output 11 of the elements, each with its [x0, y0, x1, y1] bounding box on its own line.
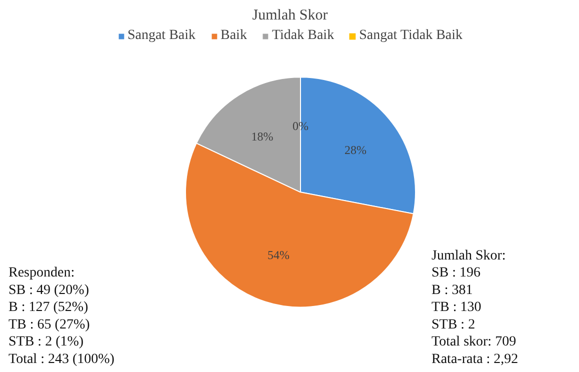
text: Jumlah Skor: SB : 196 B : 381 TB : 130 STB : 2 Total skor: 709 Rata-rata : 2,92 [432, 248, 518, 367]
data-label: 18% [251, 130, 274, 144]
legend-label: Tidak Baik [272, 28, 334, 44]
text: 0% [292, 119, 308, 134]
data-label: 54% [267, 248, 290, 262]
legend-label: Sangat Baik [127, 28, 196, 44]
legend-label: Baik [220, 28, 247, 44]
legend-label: Sangat Tidak Baik [359, 28, 463, 44]
chart-title: Jumlah Skor [252, 8, 328, 24]
text: Responden: SB : 49 (20%) B : 127 (52%) TB : 65 (27%) STB : 2 (1%) Total : 243 (100%) [8, 266, 115, 367]
data-label: 28% [344, 143, 366, 158]
